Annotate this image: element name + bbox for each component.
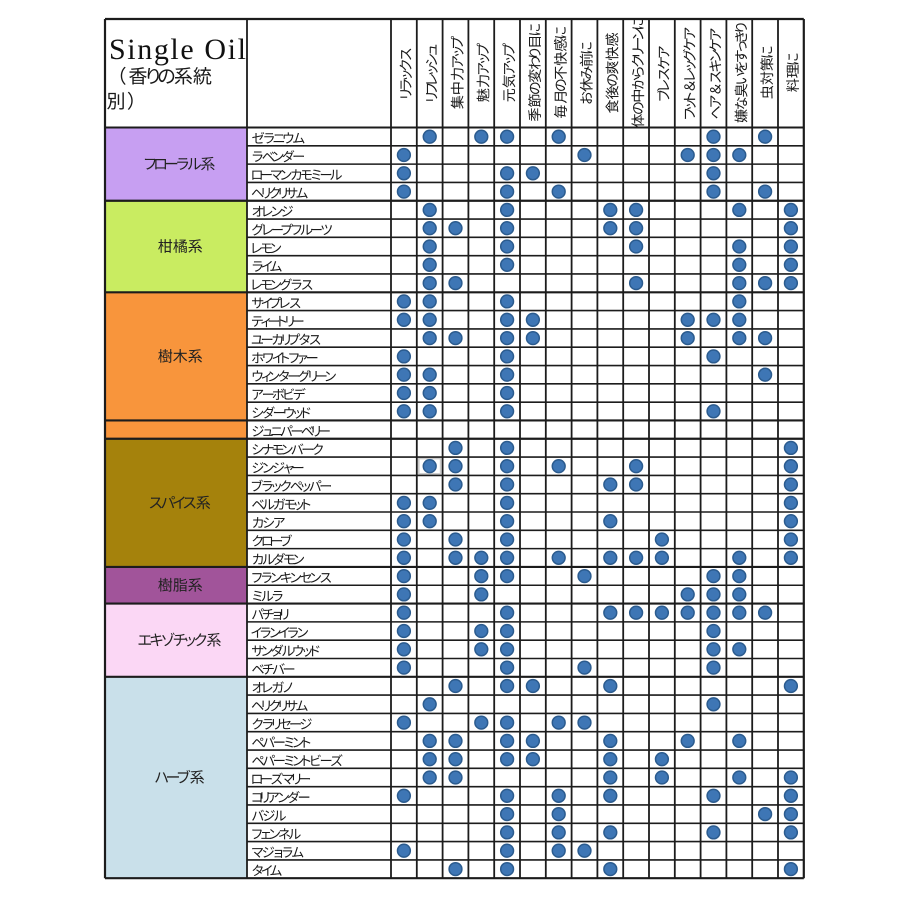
svg-text:Single Oil: Single Oil — [109, 33, 248, 66]
